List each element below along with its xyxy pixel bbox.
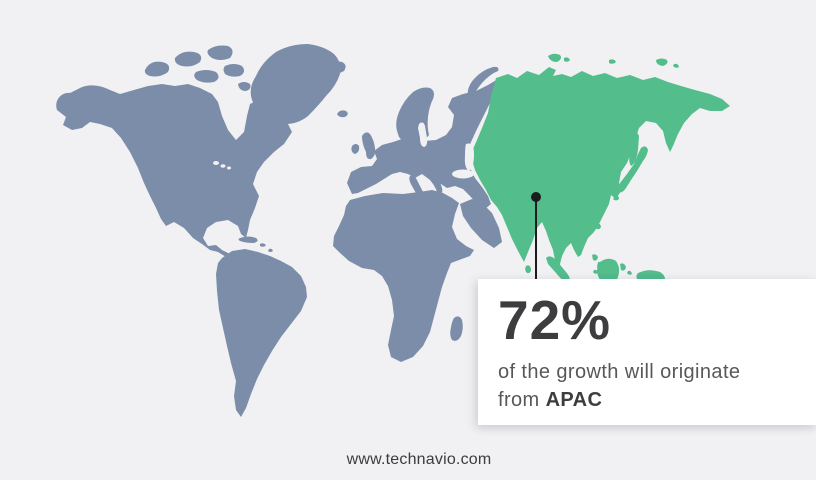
novaya-zemlya <box>467 66 499 101</box>
asia-mainland <box>472 67 730 276</box>
marker-dot <box>531 192 541 202</box>
caspian-sea <box>464 143 474 171</box>
greenland <box>250 44 348 124</box>
north-america <box>56 84 292 270</box>
arctic-asia-islands <box>548 53 679 68</box>
stat-description: of the growth will originate from APAC <box>498 358 802 414</box>
arabian-peninsula <box>460 199 502 248</box>
stat-region-label: APAC <box>545 389 603 411</box>
iceland <box>329 61 346 74</box>
caribbean-islands <box>238 236 273 252</box>
great-lake-2 <box>220 164 226 168</box>
japan <box>613 146 648 201</box>
uk-ireland <box>351 132 376 160</box>
stat-value: 72% <box>498 289 612 351</box>
land-regions <box>56 44 502 417</box>
apac-region <box>472 53 730 285</box>
apac-marker <box>531 192 541 281</box>
black-sea <box>452 169 474 179</box>
sakhalin <box>629 133 639 166</box>
arctic-islands <box>144 45 251 91</box>
footer-url: www.technavio.com <box>346 451 492 468</box>
baltic-sea <box>418 122 428 147</box>
great-lake-1 <box>213 161 219 165</box>
great-lake-3 <box>227 166 231 170</box>
stat-description-line1: of the growth will originate <box>498 361 741 383</box>
south-america <box>216 249 307 417</box>
stat-card: 72% of the growth will originate from AP… <box>478 279 816 425</box>
stat-description-line2-prefix: from <box>498 389 546 411</box>
italy-greece <box>409 175 443 206</box>
africa <box>333 190 474 362</box>
southeast-asia-islands <box>546 223 665 285</box>
sri-lanka <box>525 265 531 274</box>
inland-seas <box>213 122 474 179</box>
madagascar <box>450 316 463 341</box>
